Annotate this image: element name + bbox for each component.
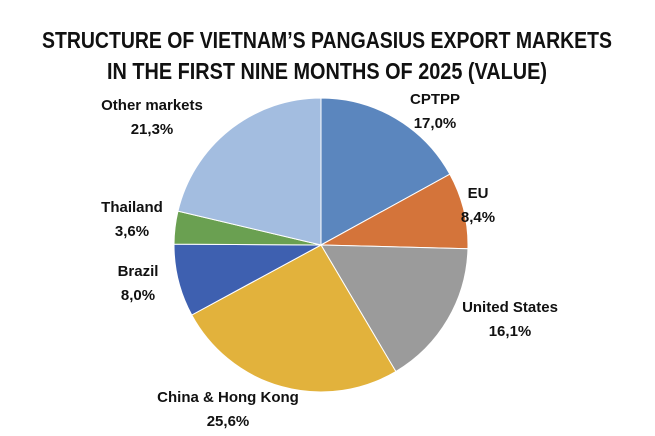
slice-label: Other markets [101,97,203,114]
slice-value-label: 8,0% [121,287,155,304]
slice-value-label: 25,6% [207,413,250,430]
slice-value-label: 21,3% [131,121,174,138]
chart-title: STRUCTURE OF VIETNAM’S PANGASIUS EXPORT … [42,27,612,53]
slice-label: CPTPP [410,91,460,108]
slice-value-label: 17,0% [414,115,457,132]
slice-label: Brazil [118,263,159,280]
slice-label: China & Hong Kong [157,389,299,406]
chart-title: IN THE FIRST NINE MONTHS OF 2025 (VALUE) [107,58,547,84]
slice-value-label: 3,6% [115,223,149,240]
pie-slice [320,97,451,246]
slice-label: Thailand [101,199,163,216]
pie-slice [191,244,397,393]
slice-label: EU [468,185,489,202]
pie-slice [177,97,322,246]
slice-label: United States [462,299,558,316]
pie-slice [320,244,469,373]
slice-value-label: 16,1% [489,323,532,340]
slice-value-label: 8,4% [461,209,495,226]
